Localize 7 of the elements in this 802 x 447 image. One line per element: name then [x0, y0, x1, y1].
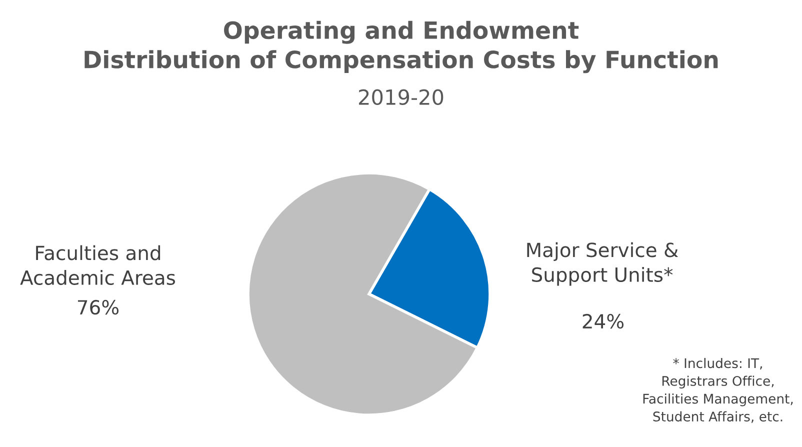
- data-label: 76%: [78, 300, 119, 315]
- text: * Includes: IT, Registrars Office, Facilities Management, Student Affairs, etc.: [643, 358, 793, 423]
- slice-label: Major Service & Support Units*: [527, 242, 678, 286]
- slice-label: Faculties and Academic Areas: [20, 245, 176, 286]
- chart-title: Operating and Endowment Distribution of Compensation Costs by Function: [84, 20, 718, 74]
- chart-subtitle: 2019-20: [359, 89, 444, 106]
- data-label: 24%: [582, 314, 624, 329]
